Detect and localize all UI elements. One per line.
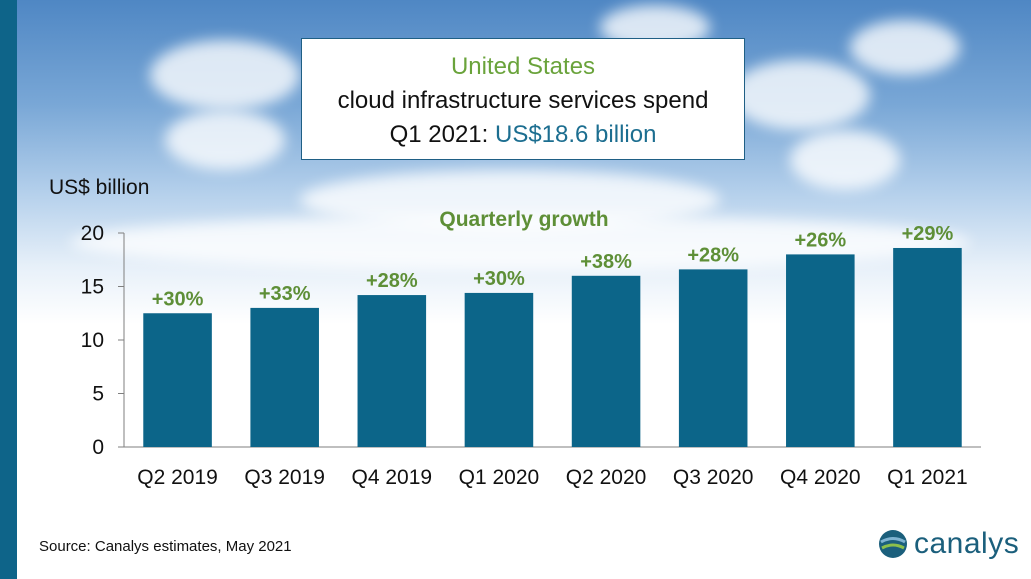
title-period: Q1 2021: bbox=[389, 121, 495, 148]
title-total: Q1 2021: US$18.6 billion bbox=[302, 118, 744, 152]
x-tick-label: Q3 2019 bbox=[244, 466, 325, 489]
title-box: United States cloud infrastructure servi… bbox=[301, 38, 745, 160]
growth-label: +29% bbox=[902, 223, 954, 245]
x-tick-label: Q1 2020 bbox=[459, 466, 540, 489]
title-subject: cloud infrastructure services spend bbox=[337, 87, 709, 114]
bar bbox=[357, 295, 427, 447]
x-tick-label: Q4 2020 bbox=[780, 466, 861, 489]
y-tick-label: 0 bbox=[92, 436, 104, 459]
y-tick-label: 20 bbox=[81, 222, 104, 245]
x-tick-label: Q3 2020 bbox=[673, 466, 754, 489]
title-total-value: US$18.6 billion bbox=[494, 121, 657, 148]
bar bbox=[143, 313, 212, 447]
left-accent-bar bbox=[0, 0, 17, 579]
cloud-decoration bbox=[150, 40, 300, 110]
growth-annotation-title: Quarterly growth bbox=[439, 208, 609, 231]
growth-label: +26% bbox=[794, 229, 846, 251]
bar bbox=[250, 307, 319, 447]
canalys-globe-icon bbox=[879, 530, 907, 558]
y-tick-label: 10 bbox=[81, 329, 104, 352]
title-region: United States bbox=[450, 53, 596, 80]
x-tick-label: Q1 2021 bbox=[887, 466, 968, 489]
cloud-decoration bbox=[850, 20, 960, 75]
growth-label: +38% bbox=[580, 251, 632, 273]
bar bbox=[571, 275, 641, 447]
x-tick-label: Q2 2019 bbox=[137, 466, 218, 489]
y-tick-label: 15 bbox=[81, 276, 104, 299]
growth-label: +28% bbox=[687, 244, 739, 266]
growth-label: +28% bbox=[366, 270, 418, 292]
bar bbox=[893, 247, 962, 447]
logo-text: canalys bbox=[914, 527, 1020, 560]
bar bbox=[786, 254, 855, 447]
y-axis-label: US$ billion bbox=[49, 176, 150, 199]
growth-label: +30% bbox=[473, 268, 525, 290]
x-tick-label: Q4 2019 bbox=[352, 466, 433, 489]
bar bbox=[678, 269, 748, 447]
y-tick-label: 5 bbox=[92, 383, 104, 406]
bar bbox=[464, 292, 534, 447]
growth-label: +33% bbox=[259, 283, 311, 305]
source-note: Source: Canalys estimates, May 2021 bbox=[39, 538, 292, 555]
cloud-decoration bbox=[790, 130, 900, 190]
cloud-decoration bbox=[730, 60, 870, 130]
cloud-decoration bbox=[165, 110, 285, 170]
x-tick-label: Q2 2020 bbox=[566, 466, 647, 489]
canalys-logo: canalys bbox=[878, 527, 1019, 561]
growth-label: +30% bbox=[152, 288, 204, 310]
